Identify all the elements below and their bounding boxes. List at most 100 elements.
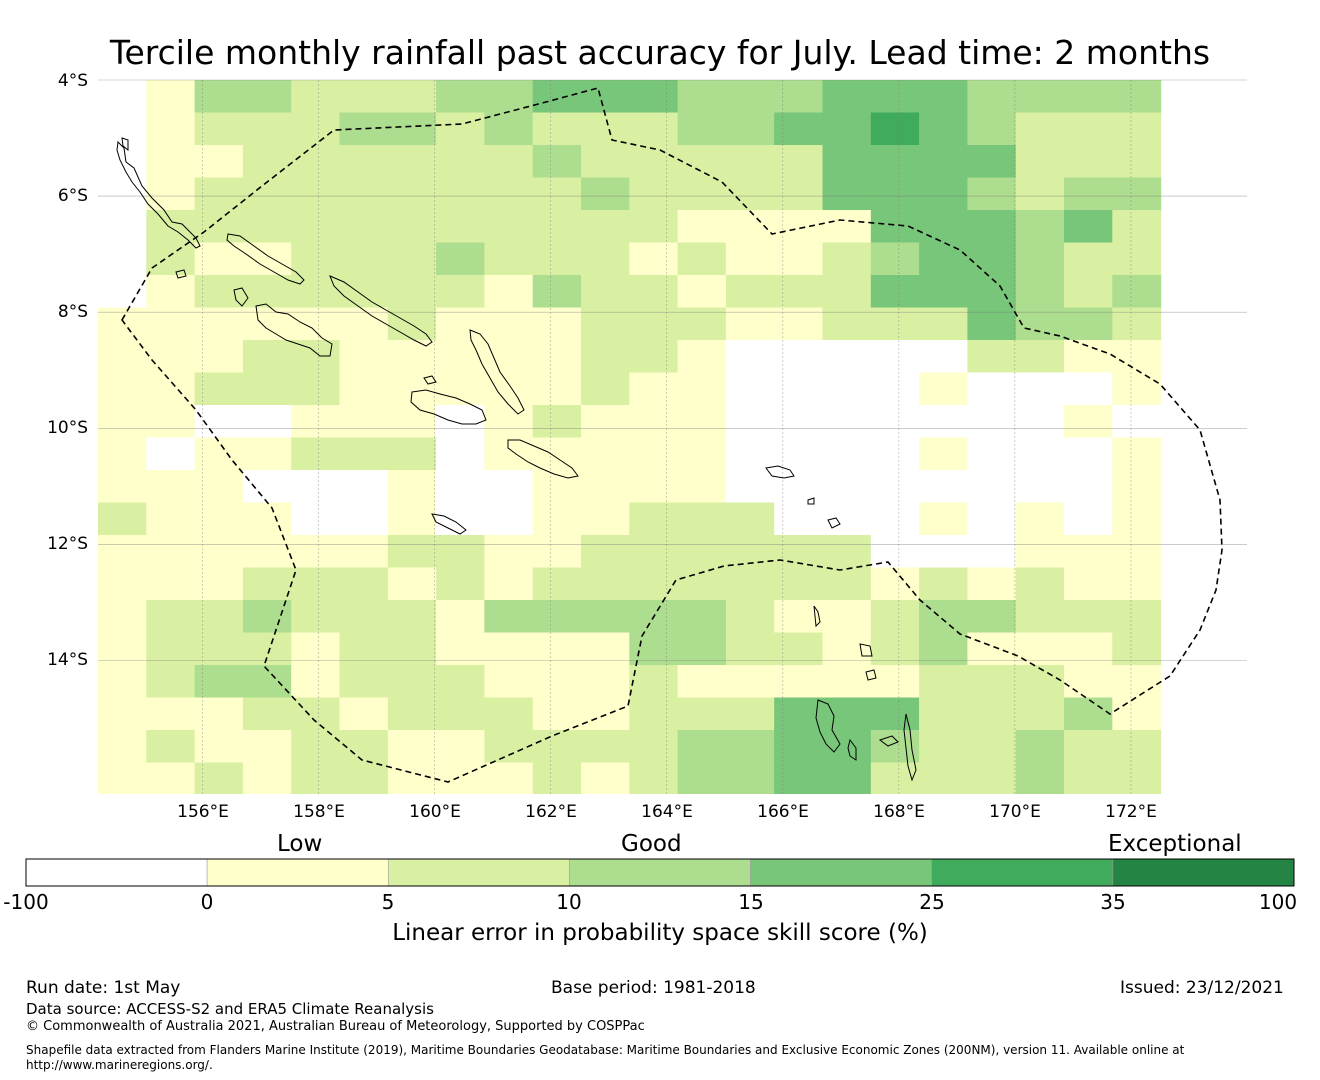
grid-cell [581, 502, 630, 536]
grid-cell [242, 567, 292, 601]
colorbar [25, 858, 1295, 887]
grid-cell [1112, 730, 1162, 764]
grid-cell [291, 665, 341, 699]
grid-cell [774, 340, 824, 374]
grid-cell [581, 600, 630, 634]
grid-cell [581, 535, 630, 569]
grid-cell [1015, 275, 1065, 309]
grid-cell [1015, 242, 1065, 276]
grid-cell [291, 470, 341, 504]
grid-cell [339, 307, 389, 341]
grid-cell [581, 567, 630, 601]
grid-cell [967, 307, 1017, 341]
grid-cell [291, 697, 341, 731]
grid-cell [532, 145, 582, 179]
grid-cell [339, 372, 389, 406]
grid-cell [387, 470, 437, 504]
grid-cell [967, 437, 1017, 471]
grid-cell [919, 762, 968, 794]
grid-cell [677, 665, 727, 699]
grid-cell [870, 340, 920, 374]
grid-cell [919, 697, 968, 731]
grid-cell [822, 307, 872, 341]
grid-cell [725, 437, 775, 471]
grid-cell [774, 665, 824, 699]
grid-cell [291, 502, 341, 536]
grid-cell [484, 470, 534, 504]
grid-cell [98, 730, 147, 764]
grid-cell [1015, 502, 1065, 536]
grid-cell [484, 762, 534, 794]
grid-cell [967, 665, 1017, 699]
grid-cell [629, 567, 679, 601]
grid-cell [822, 340, 872, 374]
grid-cell [822, 600, 872, 634]
grid-cell [291, 307, 341, 341]
grid-cell [725, 80, 775, 114]
colorbar-tick: -100 [3, 890, 49, 914]
grid-cell [532, 80, 582, 114]
grid-cell [98, 177, 147, 211]
grid-cell [98, 567, 147, 601]
run-date: Run date: 1st May [26, 978, 181, 998]
grid-cell [725, 502, 775, 536]
grid-cell [967, 372, 1017, 406]
grid-cell [677, 242, 727, 276]
lat-tick-label: 6°S [57, 186, 88, 206]
data-source: Data source: ACCESS-S2 and ERA5 Climate … [26, 1000, 434, 1018]
grid-cell [146, 405, 196, 439]
lat-tick-label: 8°S [57, 302, 88, 322]
grid-cell [1064, 600, 1113, 634]
grid-cell [484, 340, 534, 374]
grid-cell [919, 145, 968, 179]
grid-cell [581, 242, 630, 276]
grid-cell [870, 275, 920, 309]
grid-cell [1112, 632, 1162, 666]
grid-cell [1015, 80, 1065, 114]
grid-cell [677, 340, 727, 374]
grid-cell [98, 275, 147, 309]
grid-cell [146, 470, 196, 504]
grid-cell [194, 502, 244, 536]
grid-cell [822, 697, 872, 731]
grid-cell [967, 340, 1017, 374]
grid-cell [1112, 80, 1162, 114]
island-ambae [878, 735, 899, 747]
grid-cell [98, 665, 147, 699]
grid-cell [919, 405, 968, 439]
grid-cell [774, 697, 824, 731]
grid-cell [387, 112, 437, 146]
island-new-georgia [255, 303, 333, 357]
grid-cell [822, 567, 872, 601]
grid-cell [532, 112, 582, 146]
grid-cell [484, 112, 534, 146]
grid-cell [387, 405, 437, 439]
grid-cell [146, 600, 196, 634]
grid-cell [870, 600, 920, 634]
grid-cell [98, 80, 147, 114]
grid-cell [291, 80, 341, 114]
grid-cell [387, 632, 437, 666]
grid-cell [725, 405, 775, 439]
grid-cell [581, 275, 630, 309]
grid-cell [339, 535, 389, 569]
grid-cell [291, 177, 341, 211]
grid-cell [774, 242, 824, 276]
grid-cell [242, 275, 292, 309]
grid-cell [581, 762, 630, 794]
grid-cell [967, 632, 1017, 666]
grid-cell [629, 340, 679, 374]
grid-cell [436, 730, 485, 764]
grid-cell [291, 405, 341, 439]
grid-cell [919, 210, 968, 244]
grid-cell [725, 112, 775, 146]
grid-cell [387, 665, 437, 699]
grid-cell [291, 535, 341, 569]
grid-cell [725, 470, 775, 504]
grid-cell [677, 762, 727, 794]
grid-cell [581, 665, 630, 699]
grid-cell [967, 145, 1017, 179]
grid-cell [629, 80, 679, 114]
grid-cell [1015, 145, 1065, 179]
grid-cell [1015, 730, 1065, 764]
